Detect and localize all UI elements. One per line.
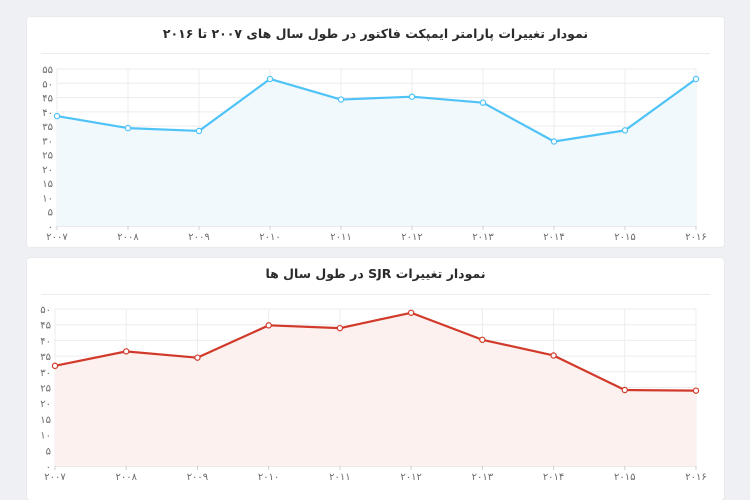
- sjr-y-tick-label: ۵: [46, 446, 51, 457]
- sjr-data-point: [194, 354, 201, 361]
- title-divider: [41, 53, 710, 54]
- impact-factor-x-tick-label: ۲۰۱۶: [685, 232, 706, 243]
- sjr-chart-title: نمودار تغییرات SJR در طول سال ها: [265, 266, 486, 281]
- impact-factor-y-tick-label: ۴۵: [42, 94, 53, 105]
- impact-factor-y-tick-label: ۲۵: [42, 151, 53, 162]
- impact-factor-data-point: [621, 127, 629, 134]
- sjr-data-point: [550, 352, 557, 359]
- sjr-y-tick-label: ۲۵: [40, 384, 51, 395]
- impact-factor-data-point: [408, 93, 416, 100]
- impact-factor-y-tick-label: ۱۵: [42, 179, 53, 190]
- sjr-x-tick-label: ۲۰۱۱: [329, 472, 350, 483]
- sjr-y-tick-label: ۳۵: [40, 352, 51, 363]
- impact-factor-y-tick-label: ۵: [48, 208, 53, 219]
- impact-factor-x-tick-label: ۲۰۱۳: [472, 232, 494, 243]
- impact-factor-y-tick-label: ۱۰: [42, 193, 53, 204]
- impact-factor-data-point: [266, 75, 274, 83]
- impact-factor-data-point: [124, 124, 132, 132]
- sjr-data-point: [123, 348, 130, 355]
- sjr-x-tick-label: ۲۰۱۵: [614, 472, 635, 483]
- sjr-data-point: [692, 387, 700, 394]
- sjr-series-line: [54, 311, 697, 392]
- impact-factor-area-fill: [57, 78, 696, 226]
- impact-factor-data-point: [550, 138, 558, 145]
- sjr-data-point: [407, 309, 415, 316]
- impact-factor-y-tick-label: ۰: [48, 222, 53, 233]
- impact-factor-series-line: [56, 77, 697, 143]
- impact-factor-chart-title: نمودار تغییرات پارامتر ایمپکت فاکتور در …: [162, 26, 589, 41]
- sjr-x-tick-label: ۲۰۱۰: [258, 472, 279, 483]
- sjr-data-point: [265, 322, 272, 329]
- impact-factor-x-tick-label: ۲۰۱۰: [259, 232, 280, 243]
- impact-factor-data-point: [195, 127, 203, 135]
- impact-factor-y-tick-label: ۵۵: [42, 65, 53, 76]
- impact-factor-y-tick-label: ۴۰: [42, 108, 53, 119]
- sjr-data-point: [336, 324, 344, 332]
- impact-factor-y-tick-label: ۳۰: [42, 136, 53, 147]
- sjr-data-point: [51, 362, 59, 370]
- sjr-y-tick-label: ۴۰: [40, 336, 51, 347]
- sjr-y-tick-label: ۵۰: [40, 305, 51, 316]
- impact-factor-y-tick-label: ۵۰: [42, 79, 53, 90]
- sjr-x-tick-label: ۲۰۰۷: [44, 472, 66, 483]
- sjr-x-tick-label: ۲۰۱۳: [472, 472, 494, 483]
- impact-factor-x-tick-label: ۲۰۱۲: [401, 232, 422, 243]
- impact-factor-x-tick-label: ۲۰۰۷: [46, 232, 68, 243]
- impact-factor-x-tick-label: ۲۰۱۵: [614, 232, 635, 243]
- impact-factor-y-tick-label: ۳۵: [42, 122, 53, 133]
- sjr-x-tick-label: ۲۰۰۹: [187, 472, 208, 483]
- sjr-y-tick-label: ۱۵: [40, 415, 51, 426]
- impact-factor-data-point: [337, 96, 345, 103]
- impact-factor-x-tick-label: ۲۰۰۹: [188, 232, 209, 243]
- impact-factor-y-tick-label: ۲۰: [42, 165, 53, 176]
- sjr-y-tick-label: ۴۵: [40, 321, 51, 332]
- sjr-y-tick-label: ۲۰: [40, 399, 51, 410]
- sjr-y-tick-label: ۰: [46, 462, 51, 473]
- sjr-x-tick-label: ۲۰۱۶: [685, 472, 706, 483]
- sjr-x-tick-label: ۲۰۱۴: [543, 472, 564, 483]
- impact-factor-data-point: [53, 112, 61, 120]
- impact-factor-x-tick-label: ۲۰۱۴: [543, 232, 564, 243]
- sjr-data-point: [621, 386, 628, 394]
- impact-factor-x-tick-label: ۲۰۰۸: [117, 232, 139, 243]
- sjr-y-tick-label: ۱۰: [40, 431, 51, 442]
- sjr-data-point: [479, 336, 486, 343]
- impact-factor-data-point: [479, 99, 487, 106]
- sjr-x-tick-label: ۲۰۰۸: [115, 472, 137, 483]
- sjr-area-fill: [55, 312, 696, 466]
- title-divider: [41, 294, 710, 295]
- impact-factor-data-point: [692, 75, 700, 83]
- impact-factor-x-tick-label: ۲۰۱۱: [330, 232, 351, 243]
- sjr-x-tick-label: ۲۰۱۲: [400, 472, 421, 483]
- sjr-y-tick-label: ۳۰: [40, 368, 51, 379]
